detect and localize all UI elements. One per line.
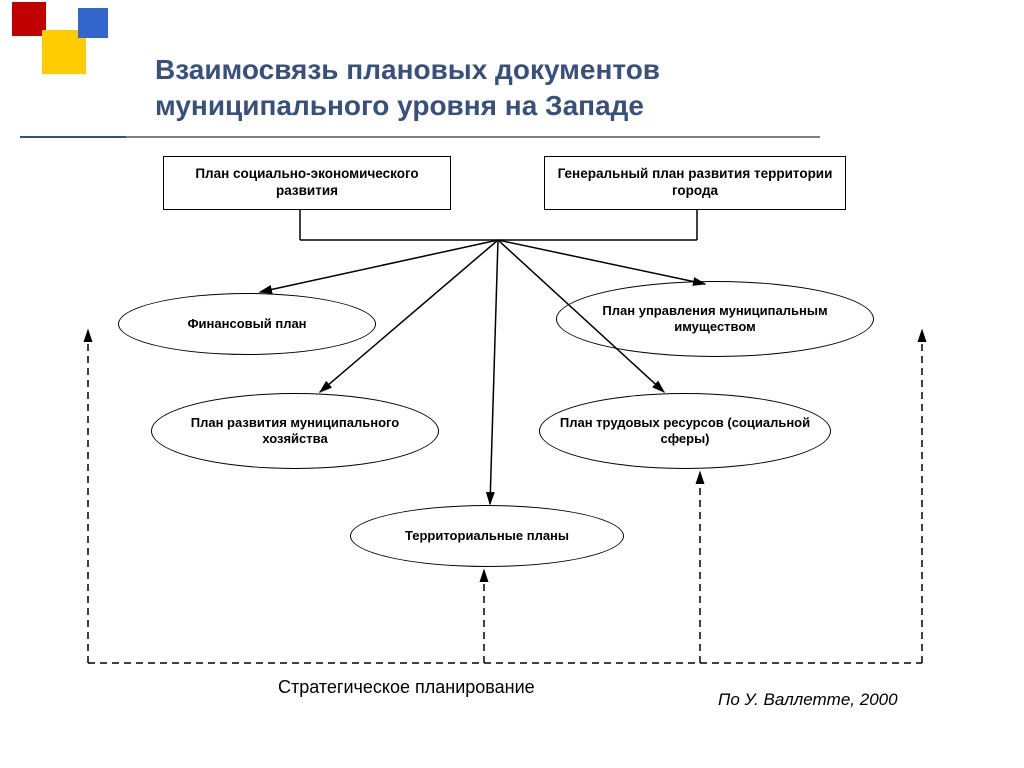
title-underline (20, 136, 820, 138)
slide: Взаимосвязь плановых документов муниципа… (0, 0, 1024, 768)
ellipse-financial-plan: Финансовый план (118, 293, 376, 355)
box-general-plan: Генеральный план развития территории гор… (544, 156, 846, 210)
page-title: Взаимосвязь плановых документов муниципа… (155, 52, 660, 125)
title-line1: Взаимосвязь плановых документов (155, 54, 660, 85)
ellipse-property-label: План управления муниципальным имуществом (575, 303, 855, 336)
citation-label: По У. Валлетте, 2000 (718, 690, 898, 710)
strategic-planning-label: Стратегическое планирование (278, 677, 535, 698)
title-underline-tail (20, 136, 126, 138)
title-line2: муниципального уровня на Западе (155, 90, 644, 121)
ellipse-labor-plan: План трудовых ресурсов (социальной сферы… (539, 393, 831, 469)
ellipse-property-plan: План управления муниципальным имуществом (556, 281, 874, 357)
box-socioeconomic-plan: План социально-экономического развития (163, 156, 451, 210)
ellipse-territorial-label: Территориальные планы (405, 528, 569, 544)
box-socioeconomic-label: План социально-экономического развития (174, 166, 440, 200)
ellipse-territorial-plan: Территориальные планы (350, 505, 624, 567)
ellipse-development-plan: План развития муниципального хозяйства (151, 393, 439, 469)
box-general-label: Генеральный план развития территории гор… (555, 166, 835, 200)
accent-red (12, 2, 46, 36)
ellipse-development-label: План развития муниципального хозяйства (170, 415, 420, 448)
ellipse-financial-label: Финансовый план (187, 316, 306, 332)
accent-blue (78, 8, 108, 38)
ellipse-labor-label: План трудовых ресурсов (социальной сферы… (558, 415, 812, 448)
